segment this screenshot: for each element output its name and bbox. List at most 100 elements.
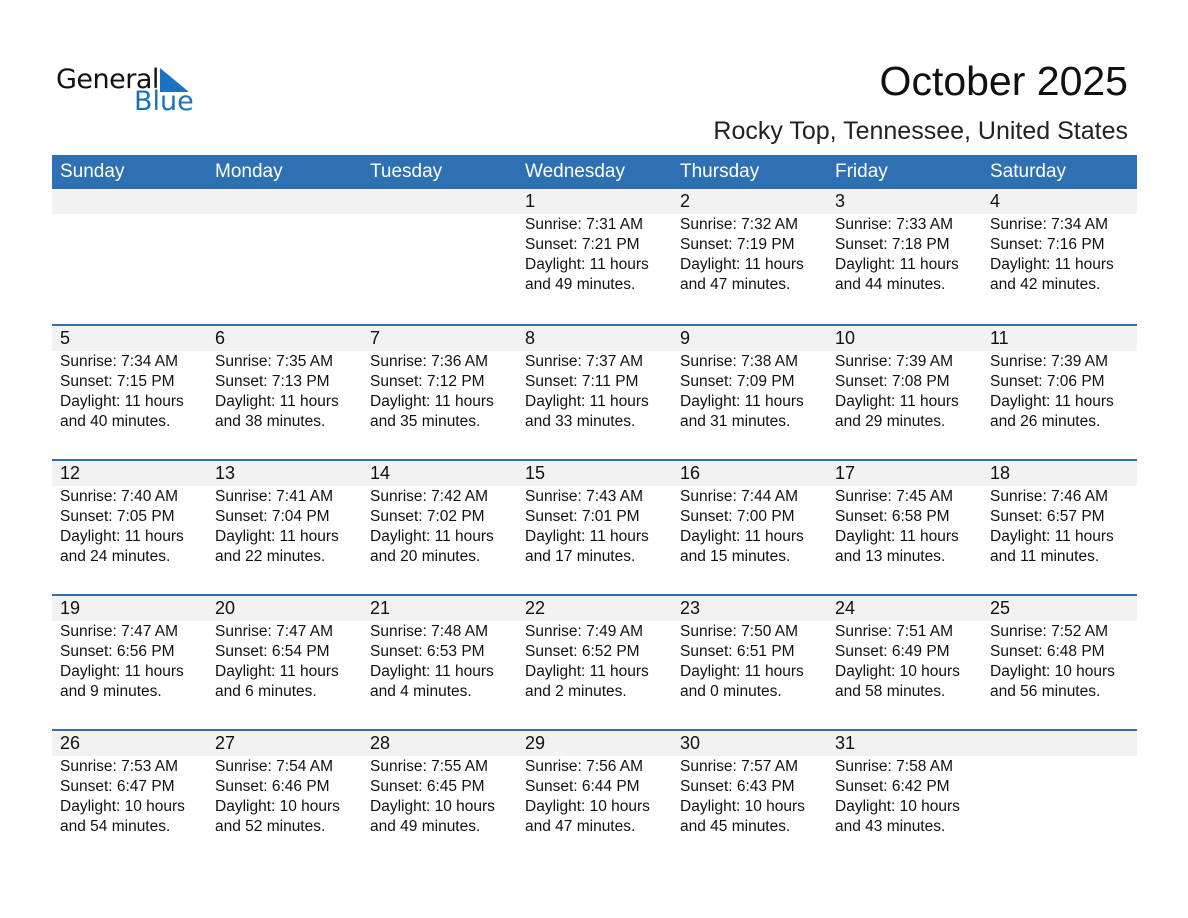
empty-cell [982,731,1137,837]
sunset-text: Sunset: 6:58 PM [835,508,950,525]
daylight-minutes-text: and 56 minutes. [990,683,1101,700]
day-number: 15 [525,463,546,483]
daylight-minutes-text: and 44 minutes. [835,276,946,293]
daylight-minutes-text: and 47 minutes. [680,276,791,293]
sunset-text: Sunset: 6:51 PM [680,643,795,660]
day-cell: 14 Sunrise: 7:42 AM Sunset: 7:02 PM Dayligh… [362,461,517,567]
daylight-minutes-text: and 29 minutes. [835,413,946,430]
sunrise-text: Sunrise: 7:47 AM [215,623,334,640]
daylight-minutes-text: and 49 minutes. [370,818,481,835]
day-number: 30 [680,733,701,753]
sunrise-text: Sunrise: 7:47 AM [60,623,179,640]
sunrise-text: Sunrise: 7:39 AM [990,353,1109,370]
sunrise-text: Sunrise: 7:40 AM [60,488,179,505]
daylight-minutes-text: and 17 minutes. [525,548,636,565]
sunset-text: Sunset: 7:02 PM [370,508,485,525]
sunrise-text: Sunrise: 7:32 AM [680,216,799,233]
day-cell: 9 Sunrise: 7:38 AM Sunset: 7:09 PM Daylight… [672,326,827,432]
daylight-minutes-text: and 45 minutes. [680,818,791,835]
day-number: 1 [525,191,536,211]
sunrise-text: Sunrise: 7:39 AM [835,353,954,370]
daylight-text: Daylight: 11 hours [60,393,184,410]
daylight-text: Daylight: 11 hours [990,528,1114,545]
sunset-text: Sunset: 7:21 PM [525,236,640,253]
weekday-sunday: Sunday [60,161,125,182]
sunrise-text: Sunrise: 7:49 AM [525,623,644,640]
sunset-text: Sunset: 6:43 PM [680,778,795,795]
daylight-text: Daylight: 10 hours [370,798,495,815]
sunset-text: Sunset: 7:00 PM [680,508,795,525]
sunset-text: Sunset: 6:48 PM [990,643,1105,660]
sunrise-text: Sunrise: 7:55 AM [370,758,489,775]
day-number: 20 [215,598,236,618]
daylight-minutes-text: and 47 minutes. [525,818,636,835]
daylight-minutes-text: and 4 minutes. [370,683,472,700]
daylight-text: Daylight: 11 hours [60,663,184,680]
daylight-minutes-text: and 31 minutes. [680,413,791,430]
day-number: 17 [835,463,856,483]
sunset-text: Sunset: 6:42 PM [835,778,950,795]
empty-cell [207,189,362,295]
day-cell: 1 Sunrise: 7:31 AM Sunset: 7:21 PM Daylight… [517,189,672,295]
sunset-text: Sunset: 7:12 PM [370,373,485,390]
sunrise-text: Sunrise: 7:31 AM [525,216,644,233]
daylight-minutes-text: and 11 minutes. [990,548,1100,565]
day-cell: 19 Sunrise: 7:47 AM Sunset: 6:56 PM Dayligh… [52,596,207,702]
day-number: 18 [990,463,1011,483]
sunset-text: Sunset: 7:08 PM [835,373,950,390]
sunrise-text: Sunrise: 7:34 AM [990,216,1109,233]
day-number: 8 [525,328,536,348]
day-cell: 24 Sunrise: 7:51 AM Sunset: 6:49 PM Dayligh… [827,596,982,702]
daylight-text: Daylight: 11 hours [680,256,804,273]
sunrise-text: Sunrise: 7:44 AM [680,488,799,505]
daylight-text: Daylight: 10 hours [990,663,1115,680]
sunrise-text: Sunrise: 7:34 AM [60,353,179,370]
daylight-minutes-text: and 38 minutes. [215,413,326,430]
weekday-tuesday: Tuesday [370,161,443,182]
sunrise-text: Sunrise: 7:58 AM [835,758,954,775]
week-row: 5 Sunrise: 7:34 AM Sunset: 7:15 PM Daylight… [52,324,1137,459]
sunrise-text: Sunrise: 7:43 AM [525,488,644,505]
daylight-text: Daylight: 10 hours [835,798,960,815]
day-number: 26 [60,733,81,753]
daylight-minutes-text: and 49 minutes. [525,276,636,293]
day-number: 5 [60,328,71,348]
day-cell: 5 Sunrise: 7:34 AM Sunset: 7:15 PM Daylight… [52,326,207,432]
daylight-minutes-text: and 33 minutes. [525,413,636,430]
sunset-text: Sunset: 7:13 PM [215,373,330,390]
daylight-text: Daylight: 11 hours [525,393,649,410]
daylight-text: Daylight: 11 hours [680,528,804,545]
day-cell: 27 Sunrise: 7:54 AM Sunset: 6:46 PM Dayligh… [207,731,362,837]
day-cell: 22 Sunrise: 7:49 AM Sunset: 6:52 PM Dayligh… [517,596,672,702]
daylight-minutes-text: and 52 minutes. [215,818,326,835]
weekday-friday: Friday [835,161,888,182]
weekday-thursday: Thursday [680,161,760,182]
day-number: 7 [370,328,381,348]
sunrise-text: Sunrise: 7:36 AM [370,353,489,370]
day-cell: 25 Sunrise: 7:52 AM Sunset: 6:48 PM Dayligh… [982,596,1137,702]
sunset-text: Sunset: 7:16 PM [990,236,1105,253]
date-band [52,189,1137,214]
day-cell: 7 Sunrise: 7:36 AM Sunset: 7:12 PM Daylight… [362,326,517,432]
weekday-header: Sunday Monday Tuesday Wednesday Thursday Frid… [52,155,1137,189]
date-band [52,731,1137,756]
day-number: 4 [990,191,1001,211]
day-number: 11 [990,328,1009,348]
sunrise-text: Sunrise: 7:35 AM [215,353,334,370]
daylight-minutes-text: and 24 minutes. [60,548,171,565]
daylight-minutes-text: and 0 minutes. [680,683,782,700]
day-cell: 10 Sunrise: 7:39 AM Sunset: 7:08 PM Dayligh… [827,326,982,432]
weekday-wednesday: Wednesday [525,161,625,182]
day-cell: 11 Sunrise: 7:39 AM Sunset: 7:06 PM Dayligh… [982,326,1137,432]
sunrise-text: Sunrise: 7:41 AM [215,488,334,505]
day-number: 25 [990,598,1011,618]
daylight-text: Daylight: 11 hours [370,528,494,545]
sunset-text: Sunset: 6:49 PM [835,643,950,660]
sunset-text: Sunset: 7:15 PM [60,373,175,390]
day-number: 27 [215,733,236,753]
day-number: 13 [215,463,236,483]
sunset-text: Sunset: 7:19 PM [680,236,795,253]
daylight-minutes-text: and 54 minutes. [60,818,171,835]
daylight-text: Daylight: 10 hours [680,798,805,815]
sunset-text: Sunset: 7:01 PM [525,508,640,525]
